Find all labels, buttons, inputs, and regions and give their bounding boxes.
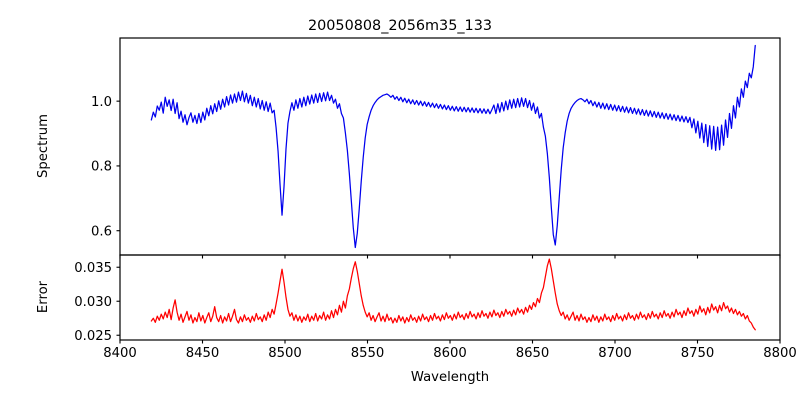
- y-tick-label: 0.030: [74, 295, 112, 310]
- x-tick-label: 8550: [351, 346, 385, 361]
- x-tick-label: 8450: [186, 346, 220, 361]
- y-tick-label: 0.6: [91, 224, 112, 239]
- y-tick-label: 1.0: [91, 95, 112, 110]
- y-tick-label: 0.025: [74, 329, 112, 344]
- error-y-axis-label: Error: [36, 280, 51, 313]
- error-y-tick-group: 0.025 0.030 0.035: [74, 261, 120, 344]
- spectrum-series-line: [150, 44, 756, 249]
- spectrum-y-axis-label: Spectrum: [36, 114, 51, 178]
- x-tick-label: 8800: [763, 346, 797, 361]
- x-tick-label: 8750: [681, 346, 715, 361]
- error-x-tick-group: 8400 8450 8500 8550 8600 8650 8700 8750 8800: [103, 340, 797, 361]
- x-tick-label: 8500: [268, 346, 302, 361]
- error-series-line: [150, 258, 756, 331]
- y-tick-label: 0.8: [91, 160, 112, 175]
- figure-title: 20050808_2056m35_133: [308, 18, 492, 34]
- x-tick-label: 8600: [433, 346, 467, 361]
- x-tick-label: 8700: [598, 346, 632, 361]
- x-tick-label: 8400: [103, 346, 137, 361]
- x-axis-label: Wavelength: [411, 370, 489, 385]
- error-panel: 0.025 0.030 0.035 8400 8450 8500 8550 8600 8650…: [36, 254, 797, 361]
- y-tick-label: 0.035: [74, 261, 112, 276]
- x-tick-label: 8650: [516, 346, 550, 361]
- spectrum-y-tick-group: 0.6 0.8 1.0: [91, 95, 120, 239]
